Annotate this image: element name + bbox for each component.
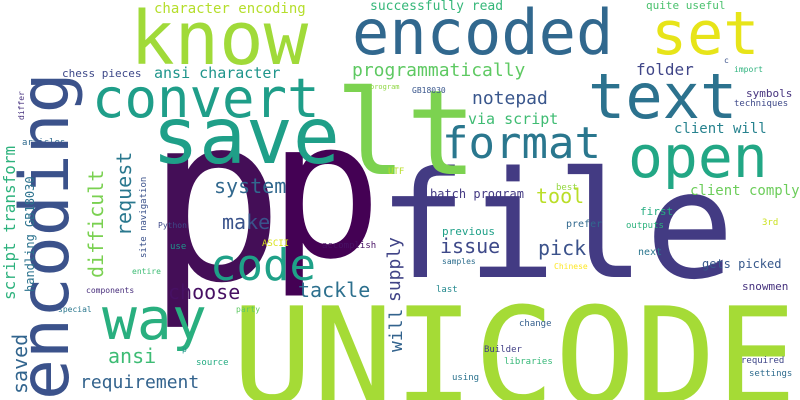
word: ansi <box>108 344 157 368</box>
word: c <box>724 56 729 65</box>
word-vertical: scriрt transform <box>0 145 19 300</box>
word: UNICODE <box>232 279 797 400</box>
word: issue <box>440 234 501 258</box>
word: ASCII <box>262 239 290 249</box>
word-vertical: differ <box>17 91 26 120</box>
word: lt <box>335 64 478 202</box>
word: outputs <box>626 221 664 231</box>
word: gets picked <box>702 257 782 271</box>
word: p <box>268 80 383 301</box>
word: GB18030 <box>412 86 446 95</box>
word: encoded <box>352 0 614 69</box>
word: choose <box>168 280 241 304</box>
word: UTF <box>388 167 405 177</box>
word: entire <box>132 267 161 276</box>
word: successfully read <box>370 0 504 14</box>
word: way <box>102 285 207 353</box>
word: pick <box>538 236 587 260</box>
word: source <box>196 358 229 368</box>
word: system <box>214 174 287 198</box>
word: via scriрt <box>468 110 559 128</box>
word: Python <box>158 221 187 230</box>
word: client comply <box>690 183 800 199</box>
word: use <box>170 242 187 252</box>
word-vertical: supply <box>384 236 405 302</box>
word: save <box>152 92 340 182</box>
word-vertical: site navigation <box>139 176 149 258</box>
word: file <box>378 140 735 312</box>
word: character encoding <box>154 1 306 17</box>
word: p <box>146 67 285 334</box>
word: best <box>556 183 578 193</box>
word: ansi character <box>154 64 281 82</box>
word: prefer <box>566 219 603 230</box>
word: last <box>436 285 458 295</box>
word: make <box>222 210 271 234</box>
word-vertical: request <box>112 151 136 236</box>
word-vertical: will <box>386 308 407 352</box>
word: accomplish <box>322 241 377 251</box>
word: first <box>640 205 674 218</box>
word: next <box>638 247 663 258</box>
word: requirement <box>80 372 200 393</box>
word: tool <box>536 184 585 208</box>
word: snowmen <box>742 280 789 293</box>
word: party <box>236 305 261 314</box>
word: techniques <box>734 99 789 109</box>
word: format <box>442 118 601 169</box>
word: import <box>734 65 763 74</box>
word: set <box>651 0 760 69</box>
word: settings <box>749 369 793 379</box>
word: know <box>130 0 309 82</box>
word: open <box>628 123 768 191</box>
word: Builder <box>484 345 522 355</box>
word: articles <box>22 138 66 148</box>
word: client will <box>674 121 767 137</box>
word: 3rd <box>762 218 779 228</box>
word: required <box>741 356 785 366</box>
word: previous <box>442 225 495 238</box>
word-vertical: handling GB18030 <box>23 176 37 292</box>
word: Chinese <box>554 262 588 271</box>
word: components <box>86 286 135 295</box>
word: batch program <box>430 187 524 201</box>
word: p <box>182 345 187 354</box>
word: notepad <box>472 88 548 109</box>
word: program <box>370 83 400 91</box>
word: libraries <box>504 357 553 367</box>
word: tackle <box>298 278 371 302</box>
word: symbols <box>746 87 793 100</box>
word: convert <box>92 67 320 130</box>
word: special <box>58 305 92 314</box>
word: change <box>519 319 552 329</box>
word: using <box>452 373 480 383</box>
word-vertical: saved <box>8 333 32 394</box>
word: code <box>210 240 316 291</box>
word: programmatically <box>352 60 526 81</box>
word: chess pieces <box>62 67 142 80</box>
word: samples <box>442 257 476 266</box>
word: quite useful <box>646 0 726 12</box>
word-vertical: difficult <box>84 169 108 278</box>
word: folder <box>636 60 694 79</box>
word: text <box>588 60 738 133</box>
